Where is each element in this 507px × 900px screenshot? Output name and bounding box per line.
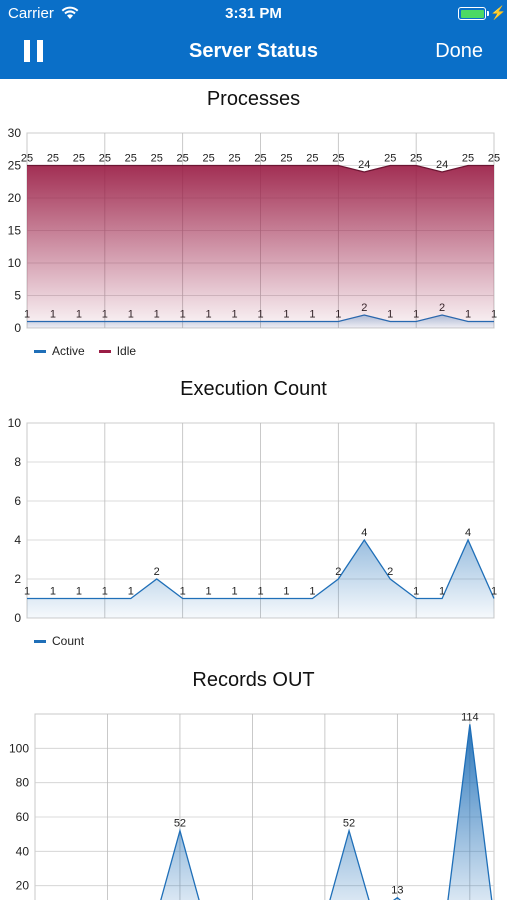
data-label: 25 bbox=[280, 153, 292, 165]
y-tick-label: 20 bbox=[8, 191, 22, 205]
legend-item-idle: Idle bbox=[98, 344, 137, 358]
legend-label-idle: Idle bbox=[116, 344, 137, 358]
data-label: 25 bbox=[410, 153, 422, 165]
data-label: 25 bbox=[488, 153, 500, 165]
y-tick-label: 6 bbox=[14, 494, 21, 508]
data-label: 25 bbox=[99, 153, 111, 165]
data-label: 1 bbox=[231, 586, 237, 598]
y-tick-label: 0 bbox=[14, 321, 21, 333]
wifi-icon bbox=[61, 6, 79, 19]
series-line-0 bbox=[160, 724, 493, 900]
data-label: 25 bbox=[177, 153, 189, 165]
charging-icon: ⚡ bbox=[490, 5, 507, 20]
status-bar: Carrier 3:31 PM ⚡ bbox=[0, 0, 507, 28]
y-tick-label: 20 bbox=[16, 879, 30, 893]
y-tick-label: 2 bbox=[14, 572, 21, 586]
processes-chart: 0510152025301111111111111211211252525252… bbox=[8, 126, 500, 333]
y-tick-label: 15 bbox=[8, 224, 22, 238]
legend-item-active: Active bbox=[34, 344, 85, 358]
data-label: 52 bbox=[343, 818, 355, 830]
data-label: 1 bbox=[76, 586, 82, 598]
y-tick-label: 5 bbox=[14, 289, 21, 303]
y-tick-label: 10 bbox=[8, 416, 22, 430]
data-label: 1 bbox=[413, 586, 419, 598]
data-label: 2 bbox=[154, 566, 160, 578]
processes-legend: Active Idle bbox=[34, 344, 136, 358]
data-label: 13 bbox=[391, 885, 403, 897]
data-label: 4 bbox=[465, 527, 471, 539]
series-area-0 bbox=[160, 724, 492, 900]
data-label: 1 bbox=[309, 586, 315, 598]
series-line-1 bbox=[27, 164, 494, 173]
series-line-0 bbox=[27, 538, 495, 600]
y-tick-label: 30 bbox=[8, 126, 22, 140]
y-tick-label: 40 bbox=[16, 844, 30, 858]
data-label: 1 bbox=[439, 586, 445, 598]
data-label: 1 bbox=[50, 586, 56, 598]
legend-label-active: Active bbox=[52, 344, 85, 358]
data-label: 25 bbox=[73, 153, 85, 165]
data-label: 24 bbox=[436, 159, 448, 171]
carrier-label: Carrier bbox=[8, 5, 54, 22]
data-label: 2 bbox=[387, 566, 393, 578]
y-tick-label: 10 bbox=[8, 256, 22, 270]
data-label: 1 bbox=[180, 586, 186, 598]
plot-frame bbox=[34, 713, 495, 900]
series-area-1 bbox=[27, 165, 494, 328]
legend-swatch-count bbox=[34, 639, 46, 643]
y-tick-label: 60 bbox=[16, 810, 30, 824]
navigation-bar: Carrier 3:31 PM ⚡ Server Status Done bbox=[0, 0, 507, 79]
legend-swatch-idle bbox=[98, 349, 111, 353]
data-label: 25 bbox=[125, 153, 137, 165]
legend-label-count: Count bbox=[52, 634, 85, 648]
data-label: 25 bbox=[384, 153, 396, 165]
data-label: 25 bbox=[202, 153, 214, 165]
data-label: 25 bbox=[462, 153, 474, 165]
battery-icon bbox=[458, 7, 489, 20]
y-tick-label: 25 bbox=[8, 159, 22, 173]
data-label: 25 bbox=[151, 153, 163, 165]
data-label: 1 bbox=[491, 586, 497, 598]
y-tick-label: 4 bbox=[14, 533, 21, 547]
data-label: 1 bbox=[102, 586, 108, 598]
data-label: 114 bbox=[461, 711, 479, 723]
data-label: 25 bbox=[228, 153, 240, 165]
page-title: Server Status bbox=[189, 40, 318, 62]
processes-chart-title: Processes bbox=[206, 88, 301, 110]
data-label: 1 bbox=[283, 586, 289, 598]
data-label: 2 bbox=[335, 566, 341, 578]
data-label: 1 bbox=[206, 586, 212, 598]
data-label: 25 bbox=[21, 153, 33, 165]
data-label: 25 bbox=[306, 153, 318, 165]
clock: 3:31 PM bbox=[225, 5, 282, 22]
execution-count-chart-title: Execution Count bbox=[180, 378, 327, 400]
legend-swatch-active bbox=[34, 349, 46, 353]
y-tick-label: 8 bbox=[14, 455, 21, 469]
y-tick-label: 100 bbox=[9, 741, 29, 755]
data-label: 1 bbox=[24, 586, 30, 598]
data-label: 4 bbox=[361, 527, 367, 539]
data-label: 1 bbox=[128, 586, 134, 598]
legend-item-count: Count bbox=[34, 634, 84, 648]
data-label: 1 bbox=[257, 586, 263, 598]
pause-button[interactable] bbox=[24, 40, 44, 62]
data-label: 25 bbox=[47, 153, 59, 165]
records-out-chart: 204060801005252313114 bbox=[9, 711, 495, 900]
y-tick-label: 80 bbox=[16, 776, 30, 790]
done-button[interactable]: Done bbox=[435, 40, 483, 62]
data-label: 25 bbox=[254, 153, 266, 165]
data-label: 52 bbox=[174, 818, 186, 830]
records-out-chart-title: Records OUT bbox=[192, 669, 315, 691]
y-tick-label: 0 bbox=[14, 611, 21, 625]
data-label: 24 bbox=[358, 159, 370, 171]
data-label: 25 bbox=[332, 153, 344, 165]
execution-count-legend: Count bbox=[34, 634, 84, 648]
